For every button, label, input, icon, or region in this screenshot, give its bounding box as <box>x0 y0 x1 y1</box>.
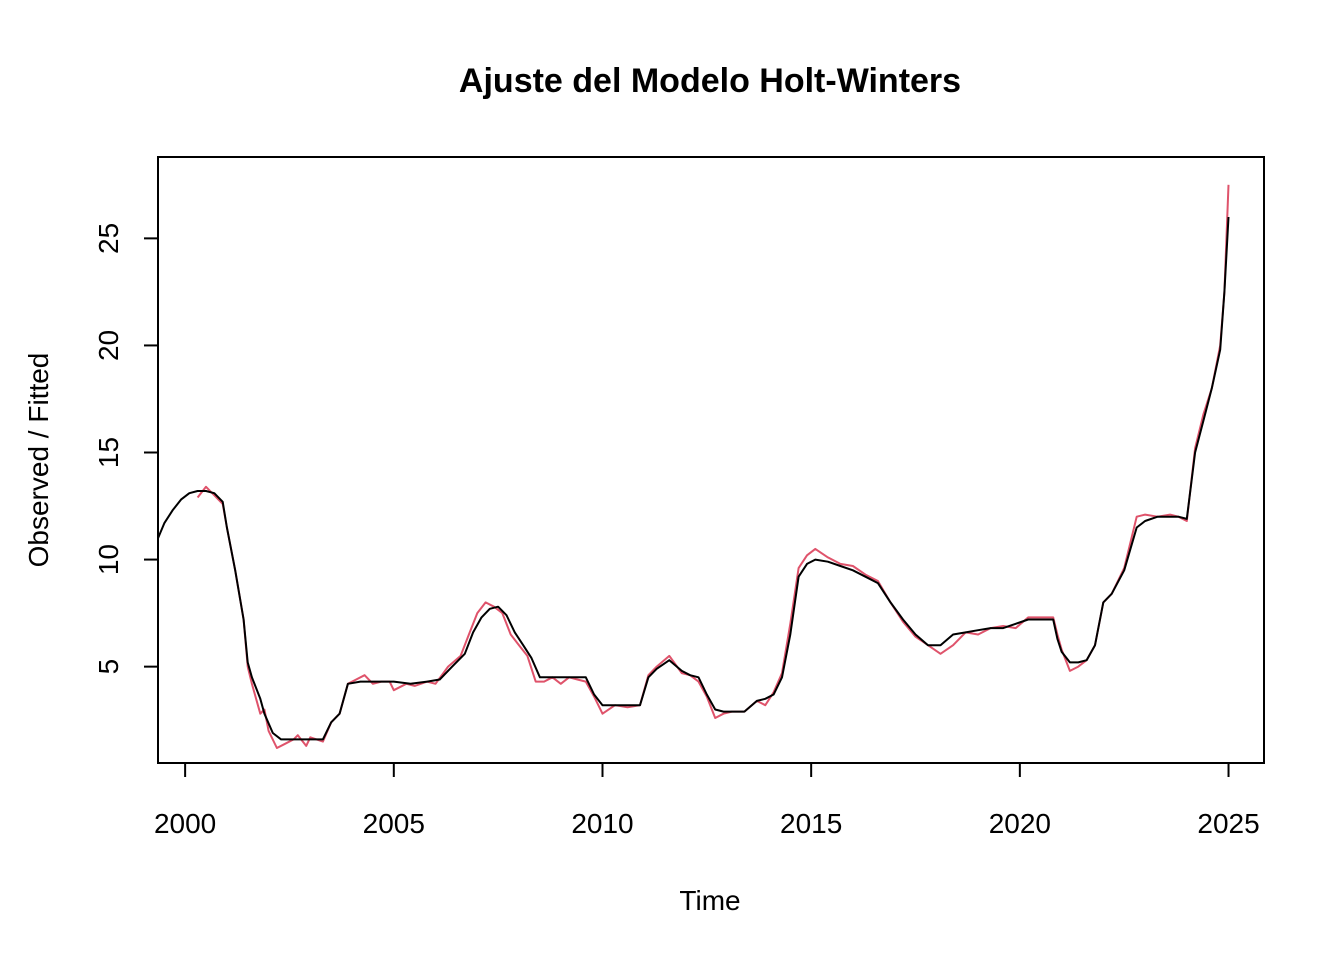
x-tick-label: 2025 <box>1197 808 1259 839</box>
x-tick-label: 2005 <box>363 808 425 839</box>
y-tick-label: 25 <box>93 223 124 254</box>
x-tick-label: 2010 <box>571 808 633 839</box>
y-axis-label: Observed / Fitted <box>23 353 54 568</box>
y-tick-label: 10 <box>93 544 124 575</box>
series-layer <box>157 184 1230 749</box>
x-tick-label: 2000 <box>154 808 216 839</box>
x-tick-label: 2020 <box>989 808 1051 839</box>
x-tick-label: 2015 <box>780 808 842 839</box>
y-tick-label: 5 <box>93 659 124 675</box>
y-axis: 5 10 15 20 25 <box>93 223 159 675</box>
x-axis-label: Time <box>679 885 740 916</box>
chart-title: Ajuste del Modelo Holt-Winters <box>459 62 961 100</box>
x-axis: 2000 2005 2010 2015 2020 2025 <box>154 762 1260 839</box>
y-tick-label: 20 <box>93 330 124 361</box>
plot-frame <box>157 156 1265 764</box>
y-tick-label: 15 <box>93 437 124 468</box>
observed-series-line <box>196 184 1230 749</box>
fitted-series-line <box>157 216 1230 741</box>
